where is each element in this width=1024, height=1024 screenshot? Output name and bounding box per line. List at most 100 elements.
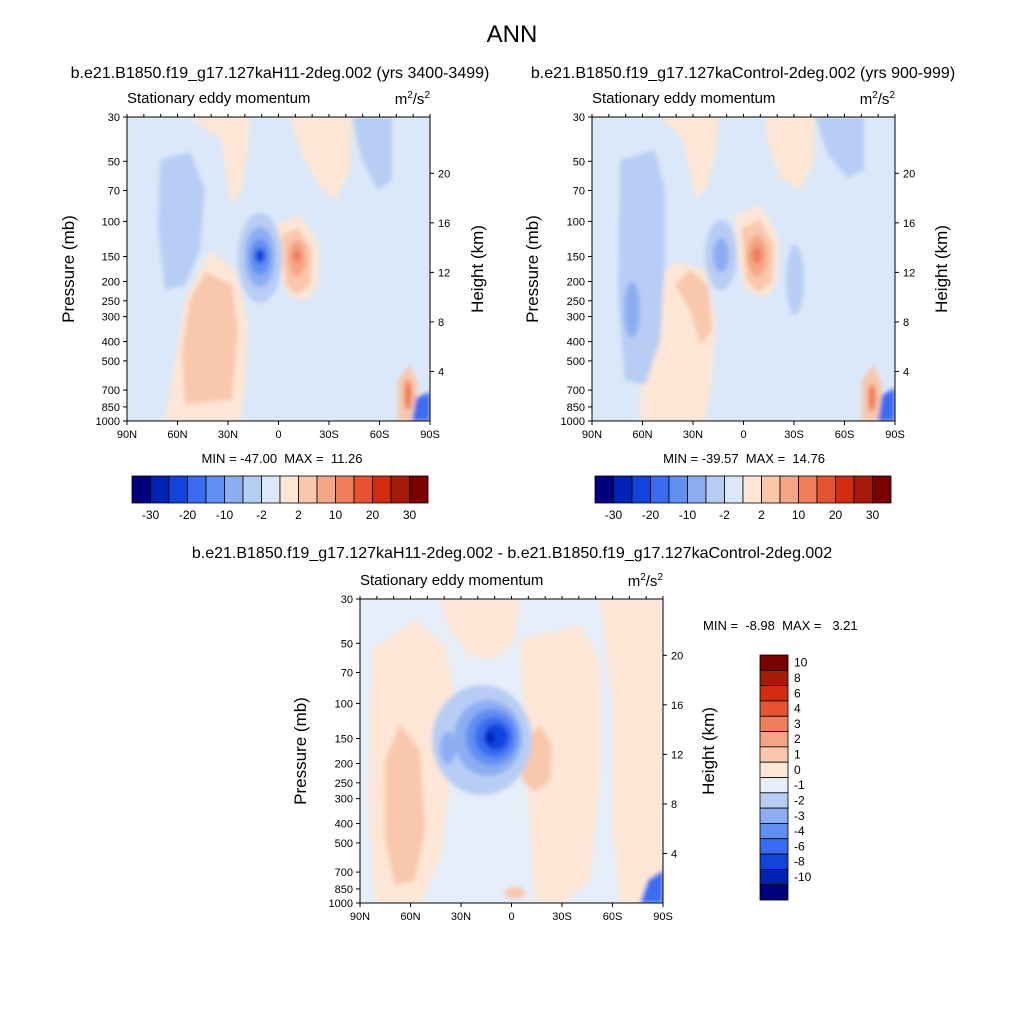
panel3-xtick-label: 60N (400, 911, 420, 923)
panel3-xtick-label: 60S (603, 911, 623, 923)
panel3-x-axis: 90N 60N 30N 0 30S 60S 90S (350, 596, 673, 923)
panel3-ytick-label: 70 (341, 667, 353, 679)
panel1-ytick-label: 70 (108, 185, 120, 197)
panel2-rtick-label: 20 (903, 168, 915, 180)
cbar2-swatch (613, 475, 633, 504)
panel1-xtick-label: 0 (275, 429, 281, 441)
panel1-ytick-label: 250 (102, 296, 120, 308)
panel3-y-axis: 30 50 70 100 150 200 250 300 400 500 700 850 1000 (329, 594, 360, 910)
panel1-y-right-title: Height (km) (468, 225, 487, 313)
panel3-rtick-label: 16 (671, 700, 683, 712)
cbar2-swatch (835, 475, 855, 504)
panel2-xtick-label: 30N (683, 429, 703, 441)
cbar3-label: -2 (794, 793, 805, 807)
panel1-ytick-label: 150 (102, 252, 120, 264)
panel2-xtick-label: 60S (835, 429, 855, 441)
panel3-region-negative-core (485, 732, 495, 744)
panel3-y-right-title: Height (km) (699, 707, 718, 795)
panel3-rtick-label: 8 (671, 799, 677, 811)
cbar1-swatch (205, 475, 225, 504)
panel3-rtick-label: 20 (671, 650, 683, 662)
cbar1-label: 20 (366, 508, 380, 522)
cbar1-swatch (168, 475, 188, 504)
cbar1-label: -10 (216, 508, 234, 522)
panel1-xtick-label: 90S (420, 429, 440, 441)
cbar2-swatch (779, 475, 799, 504)
panel1-ytick-label: 100 (102, 216, 120, 228)
cbar3-swatch (759, 715, 789, 732)
cbar1-swatch (335, 475, 355, 504)
cbar1-swatch (150, 475, 170, 504)
panel3-ytick-label: 30 (341, 594, 353, 606)
panel2-stats: MIN = -39.57 MAX = 14.76 (663, 451, 825, 466)
cbar1-swatch (224, 475, 244, 504)
panel3-ytick-label: 700 (335, 867, 353, 879)
panel1-region-negative-south (412, 392, 430, 421)
cbar2-swatch (668, 475, 688, 504)
cbar3-swatch (759, 884, 789, 901)
panel3-region-positive-near-surface (505, 887, 525, 899)
panel1-xtick-label: 60N (167, 429, 187, 441)
cbar3-swatch (759, 761, 789, 778)
panel1-ytick-label: 30 (108, 112, 120, 124)
cbar2-label: -2 (719, 508, 730, 522)
panel2-xtick-label: 30S (784, 429, 804, 441)
panel1-xtick-label: 90N (117, 429, 137, 441)
cbar3-label: -8 (794, 855, 805, 869)
panel1-ytick-label: 400 (102, 337, 120, 349)
cbar1-swatch (131, 475, 151, 504)
panel1-xtick-label: 30N (218, 429, 238, 441)
panel2-ytick-label: 850 (567, 402, 585, 414)
panel2-xtick-label: 90S (885, 429, 905, 441)
panel3-right-axis: 4 8 12 16 20 (663, 650, 683, 860)
panel2-ytick-label: 150 (567, 252, 585, 264)
cbar3-swatch (759, 838, 789, 855)
panel1-region-positive-center-peak (293, 249, 301, 263)
cbar2-label: -20 (642, 508, 660, 522)
cbar2-swatch (705, 475, 725, 504)
cbar1-swatch (298, 475, 318, 504)
panel3-region-positive-left-mid (385, 725, 425, 885)
panel1-ytick-label: 200 (102, 276, 120, 288)
cbar2-label: 2 (758, 508, 765, 522)
panel2-title: b.e21.B1850.f19_g17.127kaControl-2deg.00… (531, 65, 955, 82)
panel3-units: m2/s2 (628, 572, 664, 590)
panel2-ytick-label: 400 (567, 337, 585, 349)
cbar3-label: 0 (794, 763, 801, 777)
cbar1-label: 10 (329, 508, 343, 522)
cbar2-swatch (742, 475, 762, 504)
panel3-region-negative-left-blob (440, 732, 456, 764)
panel2-region-positive-top (660, 117, 720, 200)
panel1-x-axis: 90N 60N 30N 0 30S 60S 90S (117, 114, 440, 441)
panel3-xtick-label: 30N (451, 911, 471, 923)
panel3-ytick-label: 200 (335, 758, 353, 770)
cbar3-label: -1 (794, 778, 805, 792)
panel2-ytick-label: 70 (573, 185, 585, 197)
cbar2-swatch (816, 475, 836, 504)
cbar1-label: -20 (179, 508, 197, 522)
panel2-region-negative-south (878, 388, 895, 421)
panel2-region-positive-south-core (868, 384, 876, 412)
panel2-rtick-label: 4 (903, 366, 909, 378)
panel1-rtick-label: 20 (438, 168, 450, 180)
panel3-ytick-label: 100 (335, 698, 353, 710)
panel3-rtick-label: 12 (671, 749, 683, 761)
panel1-xtick-label: 30S (319, 429, 339, 441)
panel1-ytick-label: 850 (102, 402, 120, 414)
panel1-rtick-label: 12 (438, 267, 450, 279)
panel3-stats: MIN = -8.98 MAX = 3.21 (703, 618, 858, 633)
panel1-stats: MIN = -47.00 MAX = 11.26 (202, 451, 363, 466)
cbar3-label: 6 (794, 686, 801, 700)
panel3-ytick-label: 400 (335, 819, 353, 831)
panel1-ytick-label: 500 (102, 356, 120, 368)
panel3-title: b.e21.B1850.f19_g17.127kaH11-2deg.002 - … (192, 545, 832, 562)
cbar3-swatch (759, 868, 789, 886)
panel2-colorbar: -30 -20 -10 -2 2 10 20 30 (594, 475, 892, 522)
panel1-y-title: Pressure (mb) (59, 215, 78, 323)
panel2-y-right-title: Height (km) (932, 225, 951, 313)
cbar2-swatch (631, 475, 651, 504)
panel1-xtick-label: 60S (370, 429, 390, 441)
